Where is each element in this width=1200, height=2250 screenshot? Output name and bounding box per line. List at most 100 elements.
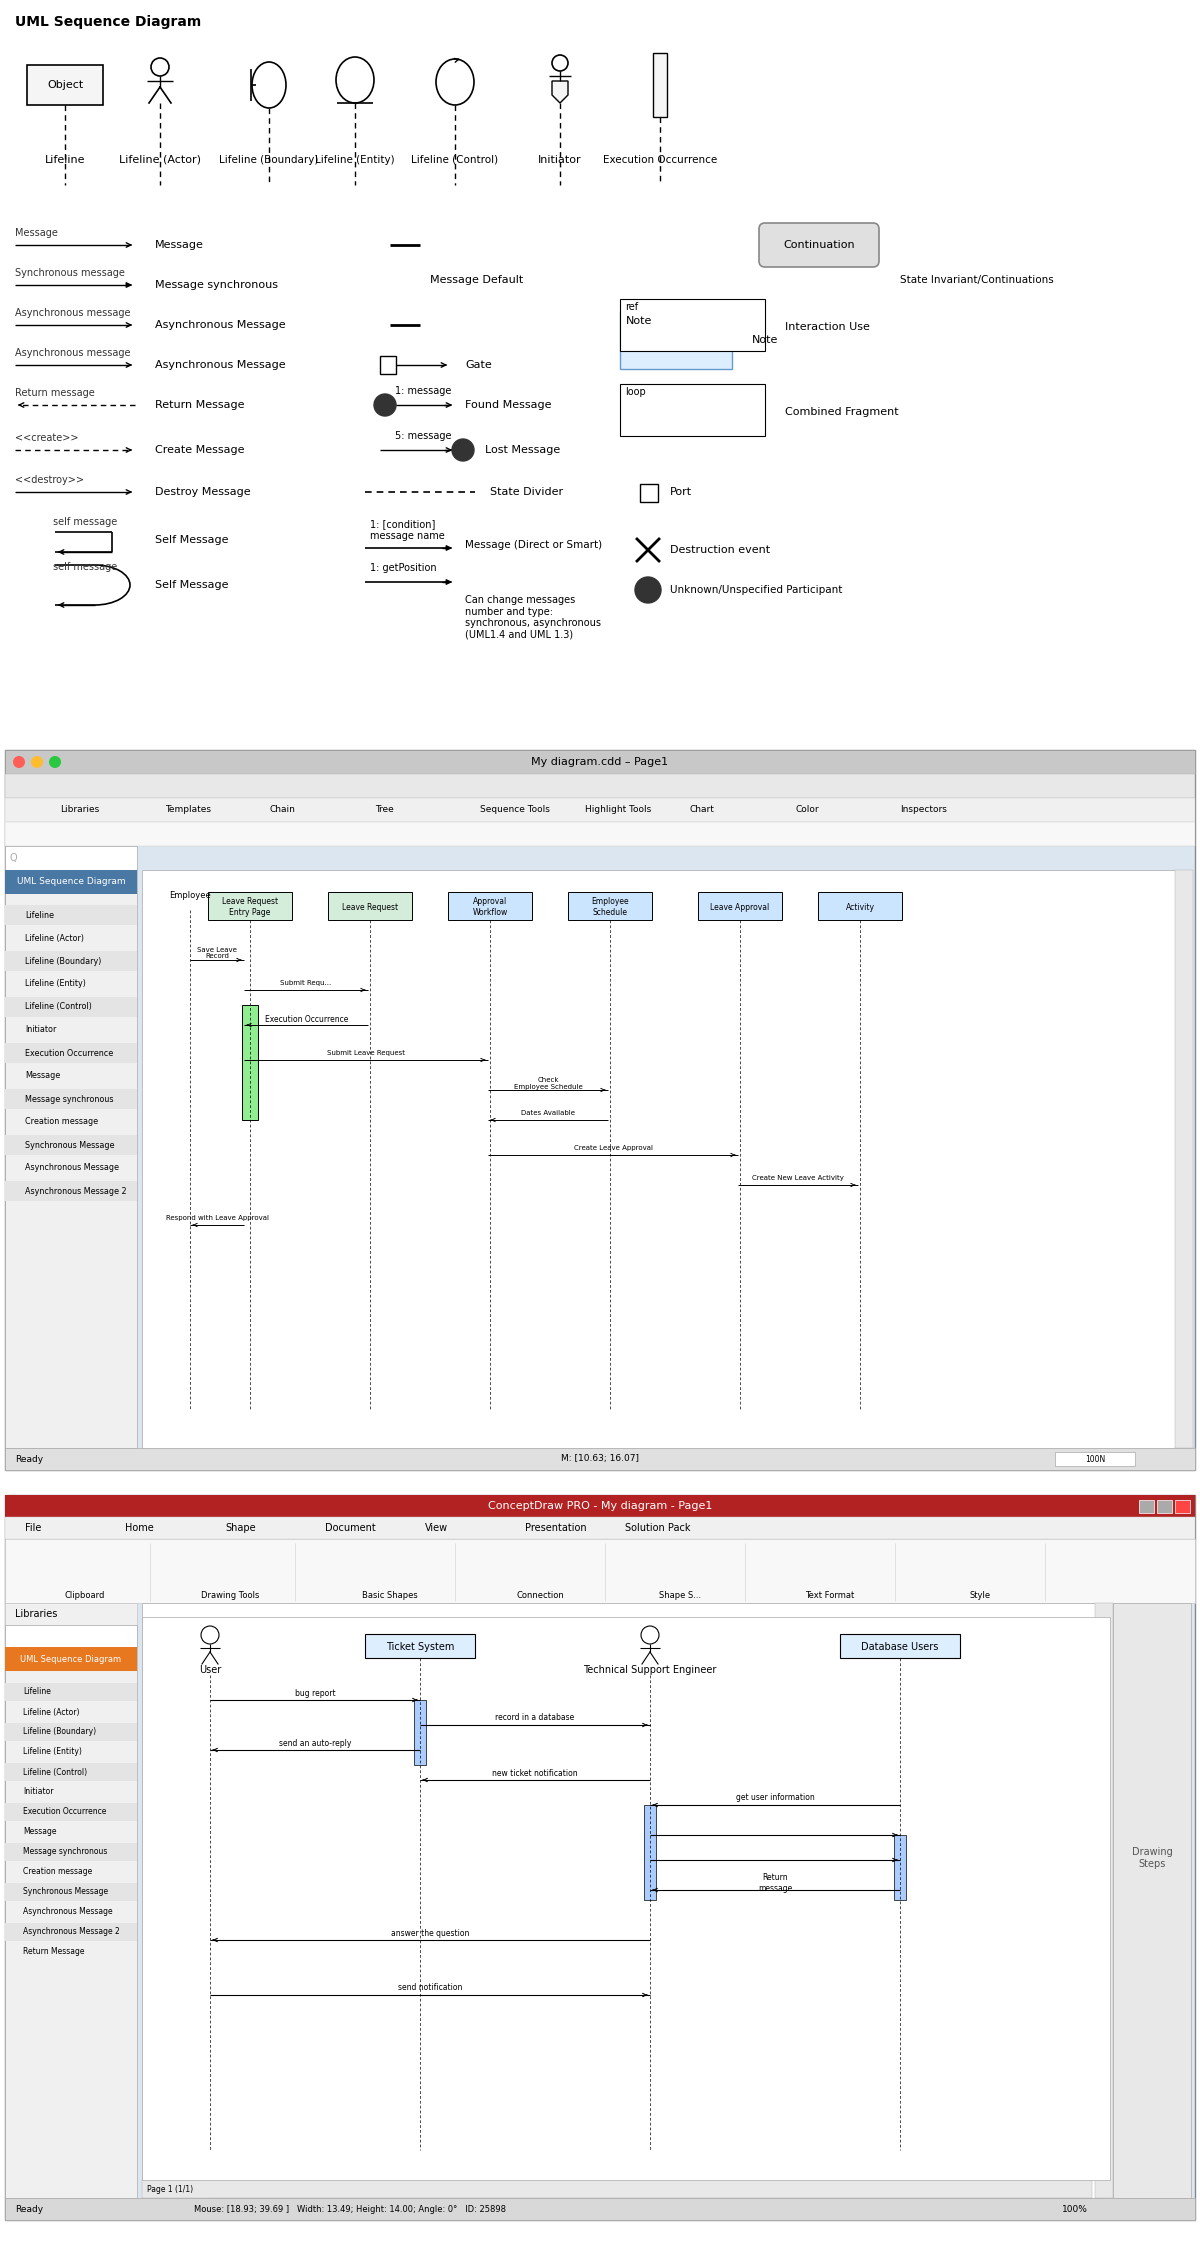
Text: Leave Request
Entry Page: Leave Request Entry Page xyxy=(222,898,278,916)
Bar xyxy=(5,774,1195,799)
Text: Mouse: [18.93; 39.69 ]   Width: 13.49; Height: 14.00; Angle: 0°   ID: 25898: Mouse: [18.93; 39.69 ] Width: 13.49; Hei… xyxy=(194,2205,506,2214)
Text: Synchronous Message: Synchronous Message xyxy=(23,1888,108,1897)
Circle shape xyxy=(202,1627,220,1645)
Bar xyxy=(142,2180,212,2198)
Text: Initiator: Initiator xyxy=(23,1786,54,1796)
Circle shape xyxy=(151,58,169,76)
Text: Presentation: Presentation xyxy=(526,1523,587,1532)
Text: Check
Employee Schedule: Check Employee Schedule xyxy=(514,1076,582,1089)
Text: Message: Message xyxy=(14,227,58,238)
Text: Creation message: Creation message xyxy=(23,1868,92,1876)
Text: Asynchronous Message: Asynchronous Message xyxy=(23,1908,113,1917)
Bar xyxy=(5,1624,137,1647)
Text: Lifeline (Actor): Lifeline (Actor) xyxy=(23,1708,79,1717)
Text: Lifeline (Entity): Lifeline (Entity) xyxy=(23,1748,82,1757)
Text: Technical Support Engineer: Technical Support Engineer xyxy=(583,1665,716,1674)
Text: Lifeline (Actor): Lifeline (Actor) xyxy=(25,934,84,943)
Bar xyxy=(5,1802,137,1820)
Bar xyxy=(5,1602,137,2198)
Text: Message synchronous: Message synchronous xyxy=(23,1847,107,1856)
Text: Creation message: Creation message xyxy=(25,1118,98,1127)
Text: Respond with Leave Approval: Respond with Leave Approval xyxy=(166,1215,269,1222)
Bar xyxy=(568,891,652,920)
Circle shape xyxy=(641,1627,659,1645)
Bar xyxy=(5,1044,137,1062)
Text: Save Leave
Record: Save Leave Record xyxy=(197,947,236,958)
Text: Execution Occurrence: Execution Occurrence xyxy=(23,1807,107,1816)
Text: Lifeline (Control): Lifeline (Control) xyxy=(25,1004,92,1012)
Bar xyxy=(365,1634,475,1658)
Text: Return Message: Return Message xyxy=(23,1948,84,1958)
Text: 1: message: 1: message xyxy=(395,387,451,396)
Circle shape xyxy=(552,54,568,72)
Text: Execution Occurrence: Execution Occurrence xyxy=(265,1015,348,1024)
Text: UML Sequence Diagram: UML Sequence Diagram xyxy=(17,878,125,886)
Circle shape xyxy=(49,756,61,767)
Bar xyxy=(5,1181,137,1202)
Text: Inspectors: Inspectors xyxy=(900,806,947,814)
Text: Port: Port xyxy=(670,486,692,497)
Text: Lost Message: Lost Message xyxy=(485,446,560,454)
Circle shape xyxy=(31,756,43,767)
Polygon shape xyxy=(552,81,568,104)
Bar xyxy=(5,749,1195,774)
Text: Execution Occurrence: Execution Occurrence xyxy=(25,1048,113,1057)
Text: self message: self message xyxy=(53,518,118,526)
Text: Basic Shapes: Basic Shapes xyxy=(362,1591,418,1600)
Text: Create Leave Approval: Create Leave Approval xyxy=(574,1145,653,1152)
Ellipse shape xyxy=(336,56,374,104)
Bar xyxy=(840,1634,960,1658)
Text: message name: message name xyxy=(370,531,445,540)
Text: Lifeline (Entity): Lifeline (Entity) xyxy=(25,979,86,988)
Text: Lifeline: Lifeline xyxy=(44,155,85,164)
Text: Asynchronous Message: Asynchronous Message xyxy=(155,360,286,369)
Text: send notification: send notification xyxy=(398,1984,462,1994)
Text: Activity: Activity xyxy=(846,902,875,911)
Text: Lifeline (Boundary): Lifeline (Boundary) xyxy=(25,956,101,965)
Text: 5: message: 5: message xyxy=(395,432,451,441)
Text: 100N: 100N xyxy=(1085,1454,1105,1462)
Text: Self Message: Self Message xyxy=(155,580,228,590)
Text: Destruction event: Destruction event xyxy=(670,544,770,556)
Bar xyxy=(1175,871,1193,1449)
Bar xyxy=(620,310,732,369)
Text: View: View xyxy=(425,1523,448,1532)
Text: Lifeline (Entity): Lifeline (Entity) xyxy=(316,155,395,164)
Bar xyxy=(5,1883,137,1901)
Text: Drawing
Steps: Drawing Steps xyxy=(1132,1847,1172,1870)
Text: Approval
Workflow: Approval Workflow xyxy=(473,898,508,916)
Text: Asynchronous Message: Asynchronous Message xyxy=(155,319,286,331)
Text: Q: Q xyxy=(10,853,18,864)
Text: Create Message: Create Message xyxy=(155,446,245,454)
Text: Libraries: Libraries xyxy=(14,1609,58,1620)
Text: Interaction Use: Interaction Use xyxy=(785,322,870,333)
Text: Style: Style xyxy=(970,1591,990,1600)
Text: Page 1 (1/1): Page 1 (1/1) xyxy=(148,2185,193,2194)
Text: Note: Note xyxy=(752,335,779,344)
Bar xyxy=(142,2180,1092,2198)
Text: Message: Message xyxy=(23,1827,56,1836)
Bar xyxy=(5,749,1195,1469)
Bar xyxy=(5,871,137,893)
Text: Highlight Tools: Highlight Tools xyxy=(586,806,652,814)
Text: get user information: get user information xyxy=(736,1793,815,1802)
Text: UML Sequence Diagram: UML Sequence Diagram xyxy=(20,1654,121,1663)
Bar xyxy=(620,299,766,351)
Text: Dates Available: Dates Available xyxy=(521,1109,575,1116)
Text: Lifeline: Lifeline xyxy=(25,911,54,920)
Text: Note: Note xyxy=(626,315,653,326)
Text: Initiator: Initiator xyxy=(25,1026,56,1035)
Text: Leave Request: Leave Request xyxy=(342,902,398,911)
Text: Lifeline (Actor): Lifeline (Actor) xyxy=(119,155,202,164)
Bar xyxy=(5,846,137,871)
Bar xyxy=(5,1843,137,1861)
Text: State Invariant/Continuations: State Invariant/Continuations xyxy=(900,274,1054,286)
Bar xyxy=(5,799,1195,821)
FancyBboxPatch shape xyxy=(760,223,878,268)
Text: answer the question: answer the question xyxy=(391,1928,469,1937)
Bar xyxy=(1114,1602,1190,2198)
Bar xyxy=(5,1724,137,1742)
Bar xyxy=(142,871,1186,1449)
Bar xyxy=(5,1764,137,1782)
Bar xyxy=(448,891,532,920)
